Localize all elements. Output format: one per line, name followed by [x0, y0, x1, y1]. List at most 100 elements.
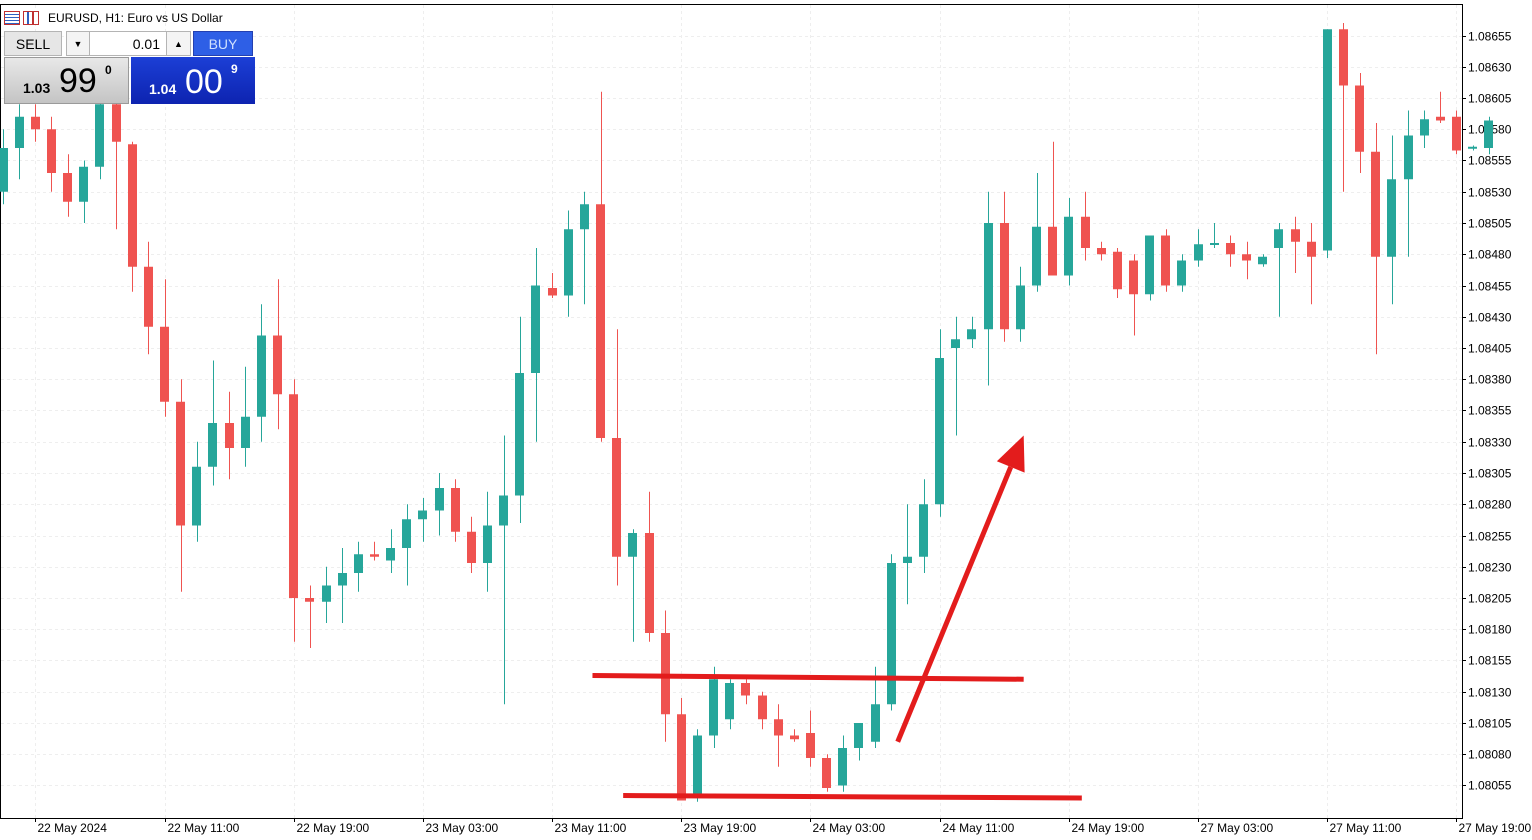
- bull-candle-body: [1420, 119, 1429, 136]
- lot-size-input[interactable]: [90, 31, 167, 56]
- bull-candle-body: [854, 723, 863, 748]
- bull-candle-body: [1484, 120, 1493, 148]
- bear-candle-body: [31, 116, 40, 130]
- chevron-down-icon: ▼: [73, 38, 83, 49]
- bull-candle-body: [838, 748, 847, 786]
- bear-candle-body: [822, 758, 831, 788]
- y-tick-label: 1.08405: [1468, 342, 1512, 356]
- bull-candle-body: [1258, 256, 1267, 265]
- x-tick-label: 23 May 11:00: [555, 821, 627, 835]
- buy-price-button[interactable]: 1.04 00 9: [131, 57, 255, 104]
- bull-candle-body: [984, 223, 993, 330]
- sell-price-button[interactable]: 1.03 99 0: [4, 57, 129, 104]
- sell-price-prefix: 1.03: [23, 80, 51, 96]
- chart-title-bar: EURUSD, H1: Euro vs US Dollar: [4, 8, 223, 28]
- bull-candle-body: [1177, 260, 1186, 286]
- y-tick-label: 1.08380: [1468, 373, 1512, 387]
- horizontal-level-line[interactable]: [623, 793, 1082, 801]
- bull-candle-body: [354, 554, 363, 573]
- bear-candle-body: [63, 173, 72, 202]
- bull-candle-body: [192, 466, 201, 526]
- y-tick-label: 1.08630: [1468, 61, 1512, 75]
- bear-candle-body: [451, 488, 460, 532]
- bull-candle-body: [1387, 179, 1396, 257]
- bull-candle-body: [1468, 146, 1477, 149]
- bear-candle-body: [645, 533, 654, 633]
- x-tick-label: 24 May 19:00: [1072, 821, 1145, 835]
- bull-candle-body: [1032, 226, 1041, 286]
- bull-candle-body: [241, 416, 250, 448]
- y-tick-label: 1.08530: [1468, 186, 1512, 200]
- buy-price-prefix: 1.04: [149, 81, 177, 97]
- bear-candle-body: [596, 204, 605, 438]
- bear-candle-body: [1226, 243, 1235, 255]
- buy-price-fraction: 9: [231, 62, 238, 76]
- bull-candle-body: [709, 679, 718, 736]
- bull-candle-body: [564, 229, 573, 296]
- bear-candle-body: [741, 683, 750, 696]
- arrow-head[interactable]: [996, 435, 1025, 473]
- bear-candle-body: [176, 401, 185, 526]
- bear-candle-body: [1242, 254, 1251, 261]
- y-tick-label: 1.08080: [1468, 748, 1512, 762]
- chart-bars-icon[interactable]: [23, 11, 39, 25]
- bear-candle-body: [790, 735, 799, 740]
- arrow-shaft[interactable]: [895, 465, 1014, 743]
- buy-button[interactable]: BUY: [193, 31, 253, 56]
- bear-candle-body: [1161, 235, 1170, 286]
- lot-increase-button[interactable]: ▲: [167, 31, 191, 56]
- bear-candle-body: [1097, 248, 1106, 255]
- bear-candle-body: [1452, 116, 1461, 151]
- bear-candle-body: [1113, 251, 1122, 290]
- bull-candle-body: [628, 533, 637, 557]
- y-tick-label: 1.08155: [1468, 654, 1512, 668]
- bear-candle-body: [144, 266, 153, 327]
- x-tick-label: 24 May 11:00: [943, 821, 1015, 835]
- bear-candle-body: [370, 554, 379, 557]
- bear-candle-body: [1129, 260, 1138, 295]
- bull-candle-body: [693, 735, 702, 798]
- bull-candle-body: [1194, 244, 1203, 261]
- y-tick-label: 1.08180: [1468, 623, 1512, 637]
- y-tick-label: 1.08480: [1468, 248, 1512, 262]
- bull-candle-body: [951, 339, 960, 348]
- x-tick-label: 24 May 03:00: [813, 821, 886, 835]
- lot-dropdown-button[interactable]: ▼: [66, 31, 90, 56]
- bear-candle-body: [677, 714, 686, 801]
- bull-candle-body: [919, 504, 928, 557]
- x-tick-label: 27 May 11:00: [1330, 821, 1402, 835]
- bear-candle-body: [661, 633, 670, 715]
- bull-candle-body: [208, 423, 217, 467]
- x-tick-label: 22 May 19:00: [297, 821, 370, 835]
- bull-candle-body: [257, 335, 266, 417]
- bear-candle-body: [1291, 229, 1300, 242]
- chevron-up-icon: ▲: [174, 38, 183, 49]
- y-tick-label: 1.08205: [1468, 592, 1512, 606]
- bull-candle-body: [1145, 235, 1154, 295]
- x-tick-label: 27 May 03:00: [1201, 821, 1274, 835]
- y-tick-label: 1.08430: [1468, 311, 1512, 325]
- y-tick-label: 1.08230: [1468, 561, 1512, 575]
- bear-candle-body: [467, 531, 476, 563]
- one-click-trading-panel: SELL ▼ ▲ BUY 1.03 99 0 1.04 00 9: [4, 31, 255, 104]
- y-tick-label: 1.08355: [1468, 404, 1512, 418]
- x-tick-label: 22 May 11:00: [168, 821, 240, 835]
- y-tick-label: 1.08505: [1468, 217, 1512, 231]
- bull-candle-body: [725, 683, 734, 720]
- sell-button[interactable]: SELL: [4, 31, 62, 56]
- sell-price-pips: 99: [59, 62, 97, 100]
- y-tick-label: 1.08255: [1468, 530, 1512, 544]
- bull-candle-body: [1404, 135, 1413, 180]
- y-tick-label: 1.08605: [1468, 92, 1512, 106]
- chart-title: EURUSD, H1: Euro vs US Dollar: [48, 11, 223, 25]
- bear-candle-body: [1307, 241, 1316, 257]
- y-tick-label: 1.08055: [1468, 779, 1512, 793]
- bull-candle-body: [402, 519, 411, 548]
- order-list-icon[interactable]: [4, 11, 20, 25]
- bull-candle-body: [435, 488, 444, 511]
- bull-candle-body: [338, 573, 347, 586]
- bull-candle-body: [871, 704, 880, 742]
- horizontal-level-line[interactable]: [592, 673, 1024, 682]
- bull-candle-body: [967, 329, 976, 340]
